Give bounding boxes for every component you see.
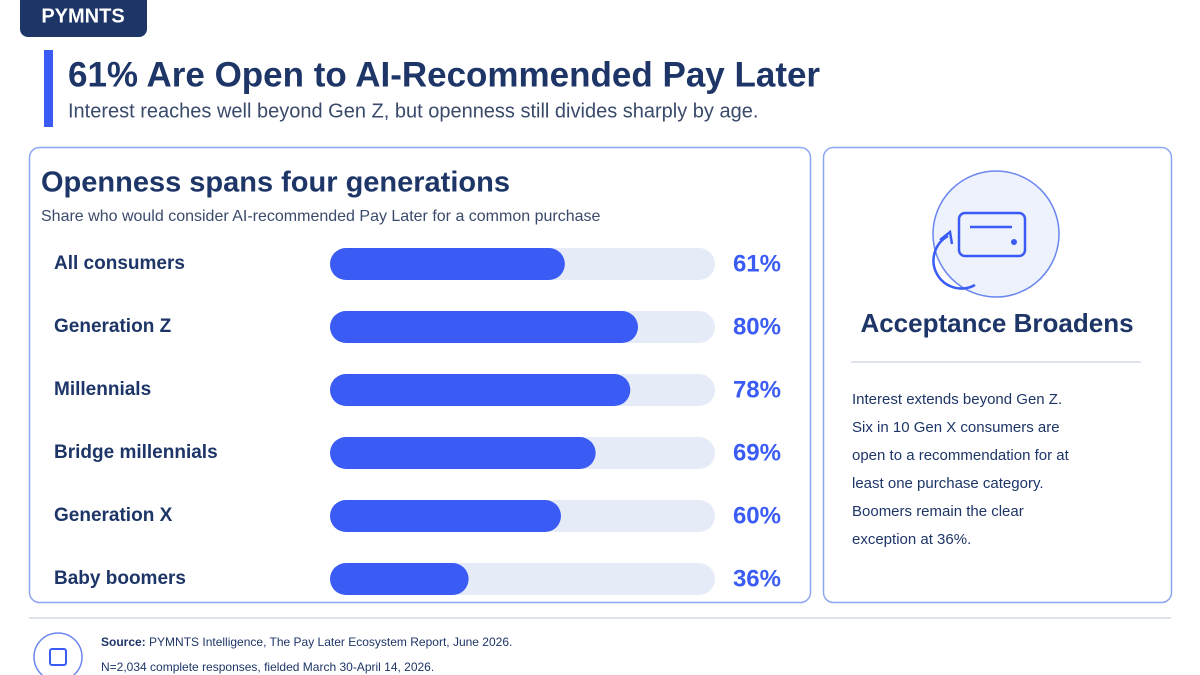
category-label: Generation Z [54, 316, 172, 337]
bar [330, 563, 469, 595]
sidebar-text: Interest extends beyond Gen Z. Six in 10 … [852, 391, 1070, 548]
bar [330, 374, 631, 406]
value-label: 61% [733, 250, 781, 277]
category-label: Baby boomers [54, 568, 186, 589]
insight-card [822, 146, 1173, 604]
source-text: PYMNTS Intelligence, The Pay Later Ecosy… [149, 635, 512, 649]
brand: PYMNTS [41, 5, 124, 27]
bar [330, 437, 596, 469]
card-icon-dot [1011, 239, 1017, 245]
category-label: Bridge millennials [54, 442, 218, 463]
sidebar-line: exception at 36%. [852, 531, 971, 548]
sidebar-line: Six in 10 Gen X consumers are [852, 419, 1060, 436]
brand-tab [20, 0, 147, 37]
sample-note: N=2,034 complete responses, fielded Marc… [101, 660, 434, 674]
sidebar-line: open to a recommendation for at [852, 447, 1070, 464]
sidebar-line: least one purchase category. [852, 475, 1044, 492]
bar [330, 311, 638, 343]
arrow-icon [932, 234, 976, 290]
sidebar-title: Acceptance Broadens [860, 308, 1133, 338]
value-label: 36% [733, 565, 781, 592]
value-label: 78% [733, 376, 781, 403]
sidebar-line: Interest extends beyond Gen Z. [852, 391, 1062, 408]
bar [330, 500, 561, 532]
source: Source: PYMNTS Intelligence, The Pay Lat… [101, 635, 512, 649]
category-label: All consumers [54, 253, 185, 274]
value-label: 69% [733, 439, 781, 466]
footer-icon [33, 632, 83, 675]
chart-title: Openness spans four generations [41, 167, 510, 199]
category-label: Millennials [54, 379, 151, 400]
source-label: Source: [101, 635, 146, 649]
accent-bar [44, 50, 53, 127]
page-title: 61% Are Open to AI-Recommended Pay Later [68, 55, 820, 94]
sidebar-line: Boomers remain the clear [852, 503, 1024, 520]
category-label: Generation X [54, 505, 173, 526]
value-label: 60% [733, 502, 781, 529]
footer-icon-square [49, 648, 67, 666]
value-label: 80% [733, 313, 781, 340]
arrow-head [939, 229, 954, 245]
page-subtitle: Interest reaches well beyond Gen Z, but … [68, 100, 758, 122]
bar [330, 248, 565, 280]
chart-subtitle: Share who would consider AI-recommended … [41, 208, 601, 225]
card-icon [957, 211, 1027, 258]
icon-circle [932, 170, 1060, 298]
